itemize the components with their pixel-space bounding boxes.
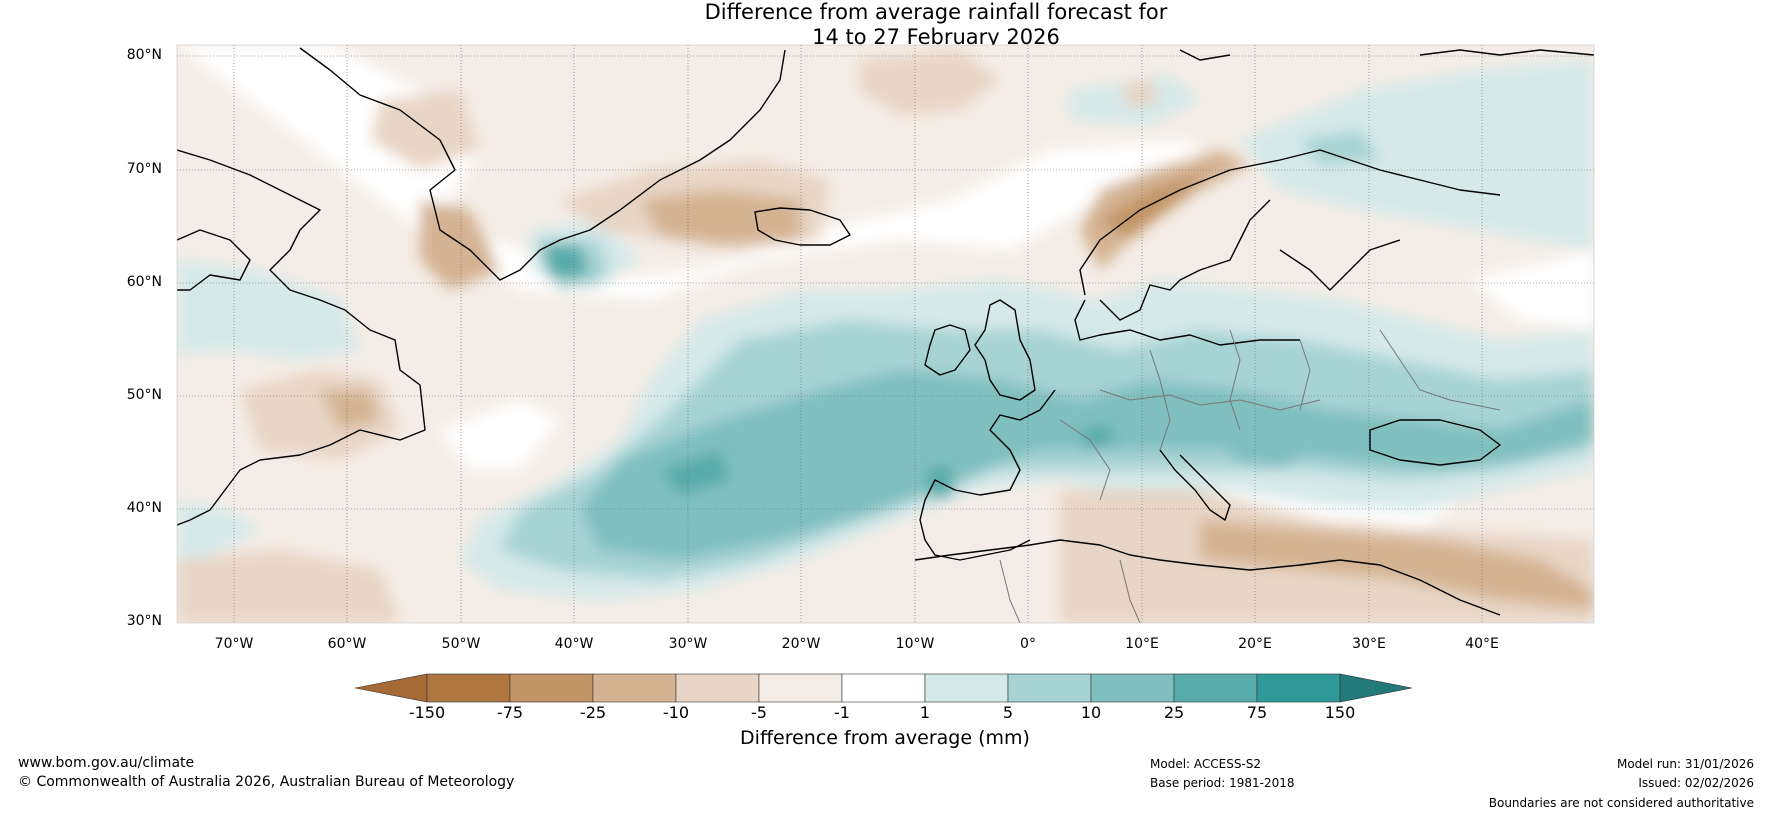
lat-label-60n: 60°N	[126, 274, 162, 290]
colorbar-tick-label: -25	[579, 703, 607, 722]
footer-model-run: Model run: 31/01/2026	[1616, 757, 1754, 771]
footer-base-period: Base period: 1981-2018	[1150, 776, 1295, 790]
lon-label-20e: 20°E	[1238, 636, 1272, 652]
lon-label-30w: 30°W	[668, 636, 708, 652]
colorbar-tick-label: 25	[1163, 703, 1185, 722]
lon-label-60w: 60°W	[327, 636, 367, 652]
lat-label-80n: 80°N	[126, 47, 162, 63]
lon-label-10e: 10°E	[1125, 636, 1159, 652]
footer-website[interactable]: www.bom.gov.au/climate	[18, 755, 195, 771]
lon-label-50w: 50°W	[441, 636, 481, 652]
lon-label-10w: 10°W	[895, 636, 935, 652]
colorbar-tick-label: 5	[1002, 703, 1014, 722]
lon-label-20w: 20°W	[781, 636, 821, 652]
colorbar-tick-label: 10	[1080, 703, 1102, 722]
lat-label-50n: 50°N	[126, 387, 162, 403]
footer-model: Model: ACCESS-S2	[1150, 757, 1262, 771]
lat-label-30n: 30°N	[126, 613, 162, 629]
colorbar-tick-label: 75	[1246, 703, 1268, 722]
footer-copyright: © Commonwealth of Australia 2026, Austra…	[18, 774, 515, 790]
colorbar-tick-label: 150	[1324, 703, 1356, 722]
country-borders	[999, 329, 1501, 623]
colorbar-label: Difference from average (mm)	[740, 727, 1030, 749]
map-title: Difference from average rainfall forecas…	[0, 0, 1770, 50]
footer-disclaimer: Boundaries are not considered authoritat…	[1488, 796, 1754, 810]
colorbar-tick-label: -10	[662, 703, 690, 722]
lat-label-40n: 40°N	[126, 500, 162, 516]
lon-label-30e: 30°E	[1352, 636, 1386, 652]
lon-label-40w: 40°W	[554, 636, 594, 652]
colorbar-tick-label: -150	[408, 703, 446, 722]
lon-label-40e: 40°E	[1465, 636, 1499, 652]
colorbar-tick-label: -75	[496, 703, 524, 722]
lon-label-0: 0°	[1020, 636, 1036, 652]
colorbar-tick-label: -1	[834, 703, 850, 722]
lat-label-70n: 70°N	[126, 161, 162, 177]
colorbar-tick-label: 1	[919, 703, 931, 722]
coastlines	[177, 47, 1594, 616]
colorbar-tick-label: -5	[751, 703, 767, 722]
lon-label-70w: 70°W	[214, 636, 254, 652]
title-line-1: Difference from average rainfall forecas…	[704, 0, 1168, 24]
anomaly-field	[177, 45, 1594, 623]
footer-issued: Issued: 02/02/2026	[1638, 776, 1754, 790]
